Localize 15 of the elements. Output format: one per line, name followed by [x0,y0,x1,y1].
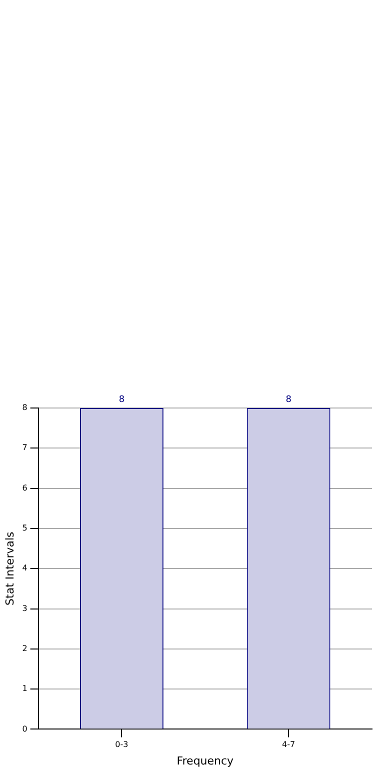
x-tick-label: 0-3 [115,740,128,750]
x-axis-title: Frequency [176,754,234,768]
y-tick-label: 4 [22,564,28,573]
y-tick-label: 5 [22,524,28,533]
y-tick-label: 6 [22,483,28,492]
data-label: 8 [286,394,292,405]
y-tick-label: 1 [22,684,28,694]
y-tick-label: 0 [22,724,28,734]
data-label: 8 [118,394,125,405]
y-tick-label: 7 [22,443,28,452]
y-axis-title: Stat Intervals [3,531,16,606]
y-tick-label: 2 [22,644,28,653]
x-tick-label: 4-7 [282,740,296,750]
y-tick-label: 8 [22,403,28,412]
y-tick-label: 3 [22,604,28,613]
